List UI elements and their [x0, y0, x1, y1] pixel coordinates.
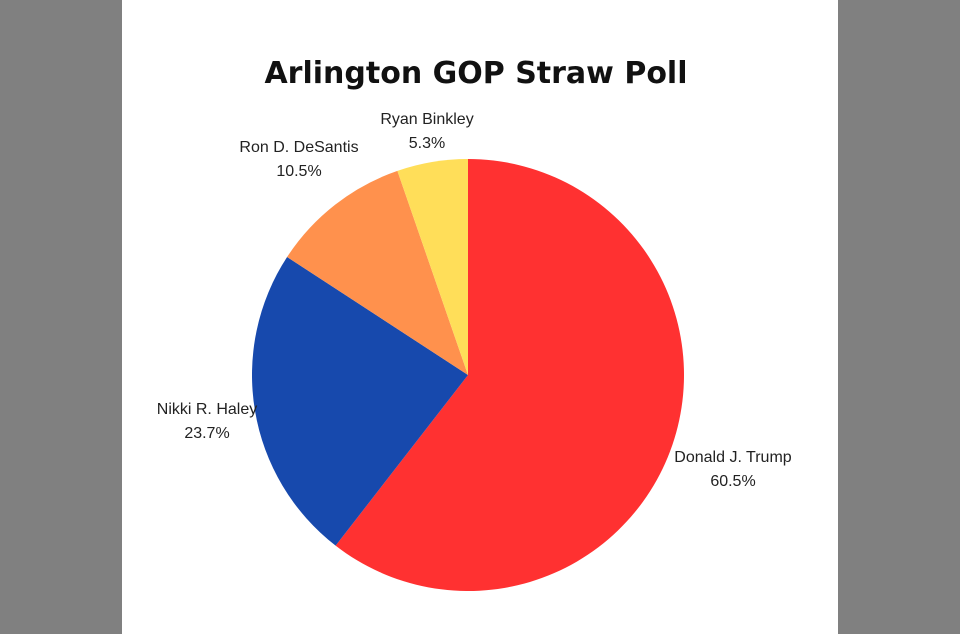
pie-slice-nikki-r-haley	[252, 256, 468, 546]
slice-name-label: Donald J. Trump	[674, 449, 791, 466]
chart-title: Arlington GOP Straw Poll	[264, 56, 687, 91]
pie-chart: Arlington GOP Straw Poll Donald J. Trump…	[157, 56, 792, 591]
slice-name-label: Ryan Binkley	[380, 111, 473, 128]
slice-value-label: 60.5%	[710, 473, 755, 490]
slice-value-label: 10.5%	[276, 163, 321, 180]
slice-value-label: 5.3%	[409, 135, 445, 152]
chart-canvas: Arlington GOP Straw Poll Donald J. Trump…	[122, 0, 838, 634]
slice-name-label: Ron D. DeSantis	[239, 139, 358, 156]
slice-value-label: 23.7%	[184, 425, 229, 442]
slice-labels: Donald J. Trump 60.5% Nikki R. Haley 23.7% R…	[157, 111, 792, 490]
pie-slice-ron-d-desantis	[287, 170, 468, 375]
pie-slices	[252, 159, 685, 591]
pie-slice-donald-j-trump	[335, 159, 685, 591]
slice-name-label: Nikki R. Haley	[157, 401, 257, 418]
pie-slice-ryan-binkley	[397, 159, 468, 375]
